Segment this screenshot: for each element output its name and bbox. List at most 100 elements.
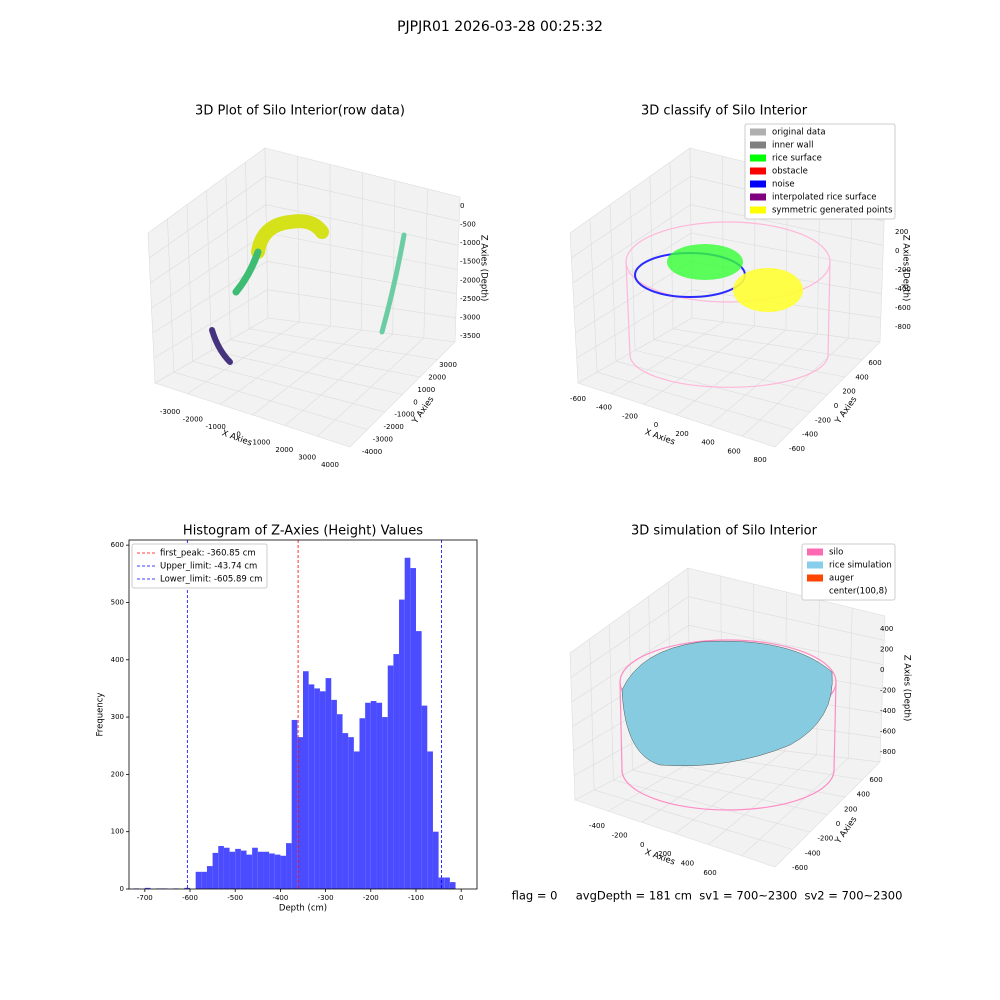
bar bbox=[246, 854, 253, 889]
y-tick-label: -600 bbox=[789, 445, 805, 453]
bar bbox=[303, 671, 309, 889]
bar bbox=[201, 871, 207, 889]
bar bbox=[399, 599, 405, 889]
bar bbox=[415, 631, 422, 889]
legend-label: silo bbox=[829, 548, 843, 558]
bar bbox=[410, 568, 416, 889]
legend-swatch bbox=[807, 561, 823, 569]
panel-title: 3D simulation of Silo Interior bbox=[631, 524, 818, 539]
legend-box bbox=[801, 543, 896, 601]
bar bbox=[393, 654, 400, 889]
bar bbox=[223, 847, 230, 889]
z-tick-label: -800 bbox=[880, 748, 896, 756]
bar bbox=[432, 831, 439, 889]
x-tick-label: -700 bbox=[137, 894, 153, 902]
x-tick-label: -200 bbox=[612, 831, 628, 839]
bar bbox=[359, 718, 366, 889]
legend-swatch bbox=[750, 180, 766, 188]
x-tick-label: 1000 bbox=[253, 438, 271, 446]
x-tick-label: -3000 bbox=[160, 408, 180, 416]
z-tick-label: -1000 bbox=[460, 239, 480, 247]
z-tick-label: -3000 bbox=[460, 313, 480, 321]
legend-label: noise bbox=[772, 180, 795, 190]
bar bbox=[257, 851, 264, 889]
pane-grid bbox=[317, 337, 425, 437]
bar bbox=[427, 751, 433, 889]
y-tick-label: 0 bbox=[120, 885, 124, 893]
pane-grid bbox=[576, 289, 692, 359]
legend-swatch bbox=[750, 128, 766, 136]
bar bbox=[319, 691, 326, 889]
legend-swatch bbox=[750, 167, 766, 175]
x-tick-label: 400 bbox=[681, 860, 694, 868]
bar bbox=[229, 851, 236, 889]
bar bbox=[240, 850, 247, 889]
y-tick-label: 200 bbox=[844, 805, 857, 813]
y-tick-label: -600 bbox=[792, 864, 808, 872]
y-tick-label: 0 bbox=[836, 820, 840, 828]
axis-label: Y Axies bbox=[833, 394, 860, 426]
bar bbox=[291, 719, 298, 889]
y-tick-label: -400 bbox=[805, 849, 821, 857]
legend-swatch bbox=[750, 141, 766, 149]
cloud-shape bbox=[625, 261, 831, 388]
bar bbox=[382, 717, 388, 889]
legend-label: obstacle bbox=[772, 167, 808, 177]
y-tick-label: 400 bbox=[857, 791, 870, 799]
cloud-shape bbox=[209, 327, 233, 365]
legend-label: original data bbox=[772, 128, 826, 138]
z-tick-label: -400 bbox=[880, 707, 896, 715]
x-tick-label: 0 bbox=[640, 841, 644, 849]
bar bbox=[348, 737, 354, 889]
x-tick-label: -200 bbox=[622, 412, 638, 420]
z-tick-label: -800 bbox=[895, 323, 911, 331]
bar bbox=[218, 846, 224, 889]
pane-grid bbox=[153, 289, 268, 359]
x-tick-label: -600 bbox=[182, 894, 198, 902]
bar bbox=[314, 688, 320, 889]
bar bbox=[235, 848, 241, 889]
legend-swatch bbox=[807, 548, 823, 556]
z-tick-label: -3500 bbox=[460, 332, 480, 340]
z-tick-label: 200 bbox=[880, 646, 893, 654]
legend-label: interpolated rice surface bbox=[772, 193, 877, 203]
y-tick-label: 400 bbox=[111, 656, 124, 664]
cloud-shape bbox=[232, 248, 262, 296]
y-tick-label: 600 bbox=[868, 359, 881, 367]
y-tick-label: 600 bbox=[869, 776, 882, 784]
legend-label: rice surface bbox=[772, 154, 822, 164]
bar bbox=[144, 887, 151, 889]
legend-label: inner wall bbox=[772, 141, 813, 151]
y-tick-label: -200 bbox=[815, 416, 831, 424]
axis-label: Z Axies (Depth) bbox=[901, 235, 911, 302]
z-tick-label: -2500 bbox=[460, 295, 480, 303]
x-tick-label: -400 bbox=[272, 894, 288, 902]
x-tick-label: 0 bbox=[236, 431, 240, 439]
bar bbox=[336, 714, 343, 889]
legend-label: first_peak: -360.85 cm bbox=[160, 549, 256, 559]
bar bbox=[286, 843, 292, 889]
z-tick-label: 0 bbox=[460, 202, 464, 210]
z-tick-label: -2000 bbox=[460, 276, 480, 284]
bar bbox=[206, 866, 213, 889]
x-tick-label: 4000 bbox=[321, 461, 339, 469]
bar bbox=[308, 684, 315, 889]
bar bbox=[212, 852, 219, 889]
z-tick-label: -600 bbox=[880, 728, 896, 736]
y-tick-label: -2000 bbox=[384, 423, 404, 431]
legend-label: auger bbox=[829, 574, 854, 584]
bar bbox=[252, 847, 258, 889]
z-tick-label: 0 bbox=[880, 666, 884, 674]
x-tick-label: -600 bbox=[570, 395, 586, 403]
legend-swatch bbox=[750, 206, 766, 214]
z-tick-label: 0 bbox=[895, 247, 899, 255]
y-tick-label: 500 bbox=[111, 598, 124, 606]
x-tick-label: 600 bbox=[727, 447, 740, 455]
legend-label: Upper_limit: -43.74 cm bbox=[160, 562, 257, 572]
cloud-shape bbox=[619, 681, 837, 811]
z-tick-label: -500 bbox=[460, 221, 476, 229]
x-tick-label: 600 bbox=[703, 869, 716, 877]
legend-box bbox=[744, 123, 896, 220]
legend-label: Lower_limit: -605.89 cm bbox=[160, 575, 262, 585]
pane-grid bbox=[741, 758, 849, 857]
